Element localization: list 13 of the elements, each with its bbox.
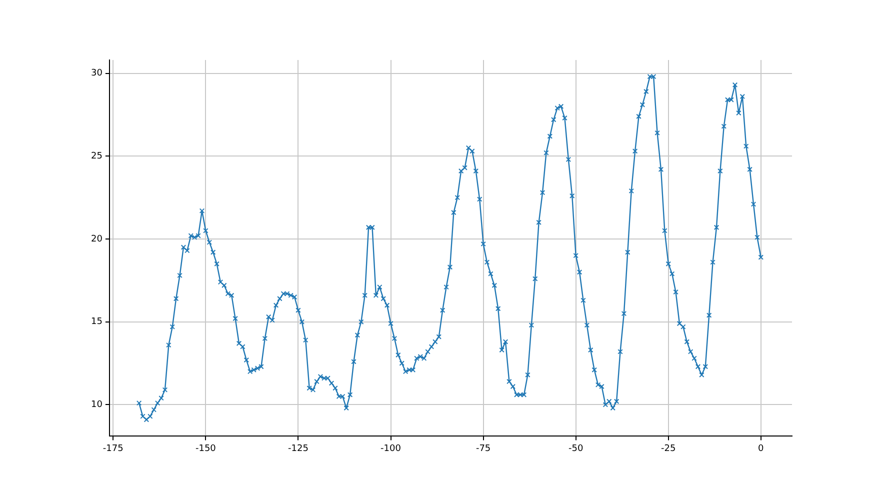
x-tick-label: -75 bbox=[476, 444, 491, 454]
y-tick-label: 15 bbox=[91, 317, 102, 328]
y-tick-label: 20 bbox=[91, 234, 103, 244]
y-tick-label: 10 bbox=[91, 400, 103, 410]
x-tick-label: -150 bbox=[195, 444, 216, 454]
x-tick-label: -175 bbox=[102, 444, 124, 454]
x-tick-label: -50 bbox=[568, 444, 584, 454]
y-tick-label: 30 bbox=[91, 68, 103, 79]
y-tick-label: 25 bbox=[91, 151, 102, 162]
x-tick-label: -100 bbox=[380, 444, 402, 454]
x-tick-label: -125 bbox=[288, 444, 308, 454]
x-tick-label: -25 bbox=[661, 444, 676, 454]
x-tick-label: 0 bbox=[758, 444, 764, 454]
